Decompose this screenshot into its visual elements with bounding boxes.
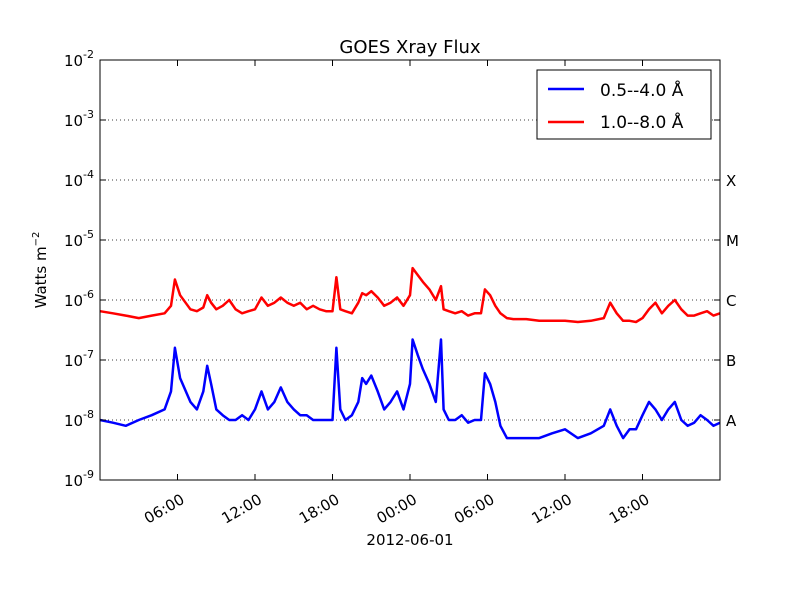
- y-tick-mantissa: 10: [64, 412, 83, 430]
- y-tick-mantissa: 10: [64, 232, 83, 250]
- y-tick-label: 10-6: [64, 288, 94, 310]
- legend: 0.5--4.0 Å 1.0--8.0 Å: [536, 69, 712, 140]
- series-line-1: [99, 338, 721, 440]
- y-tick-label: 10-2: [64, 48, 94, 70]
- y-tick-mantissa: 10: [64, 52, 83, 70]
- y-ticks: 10-910-810-710-610-510-410-310-2: [64, 48, 720, 490]
- legend-box: [536, 69, 712, 140]
- plot-frame: [99, 59, 721, 481]
- x-tick-label: 18:00: [606, 490, 652, 527]
- y-tick-exponent: -8: [83, 408, 94, 421]
- y-tick-mantissa: 10: [64, 292, 83, 310]
- y-tick-exponent: -3: [83, 108, 94, 121]
- y-tick-mantissa: 10: [64, 472, 83, 490]
- y-tick-exponent: -6: [83, 288, 94, 301]
- y-tick-label: 10-7: [64, 348, 94, 370]
- y-tick-label: 10-4: [64, 168, 94, 190]
- y-axis-label-exp: −2: [31, 232, 42, 247]
- flare-class-labels: X M C B A: [726, 172, 739, 430]
- flare-class-label-x: X: [726, 172, 736, 190]
- y-tick-label: 10-5: [64, 228, 94, 250]
- x-tick-label: 12:00: [529, 490, 575, 527]
- x-tick-label: 12:00: [219, 490, 265, 527]
- legend-label-1: 1.0--8.0 Å: [600, 111, 684, 133]
- y-tick-exponent: -2: [83, 48, 94, 61]
- series-line-0: [99, 266, 721, 324]
- flare-class-label-c: C: [726, 292, 736, 310]
- y-tick-label: 10-8: [64, 408, 94, 430]
- legend-label-0: 0.5--4.0 Å: [600, 79, 684, 101]
- flare-class-label-a: A: [726, 412, 737, 430]
- y-tick-mantissa: 10: [64, 172, 83, 190]
- y-tick-exponent: -9: [83, 468, 94, 481]
- x-tick-label: 00:00: [374, 490, 420, 527]
- series-group: [99, 266, 721, 440]
- y-axis-label: Watts m−2: [31, 232, 50, 309]
- y-tick-mantissa: 10: [64, 352, 83, 370]
- y-axis-label-base: Watts m: [32, 246, 50, 308]
- x-tick-label: 18:00: [296, 490, 342, 527]
- flare-class-label-b: B: [726, 352, 736, 370]
- y-tick-exponent: -5: [83, 228, 94, 241]
- x-tick-label: 06:00: [451, 490, 497, 527]
- y-tick-mantissa: 10: [64, 112, 83, 130]
- y-tick-label: 10-3: [64, 108, 94, 130]
- y-tick-exponent: -4: [83, 168, 94, 181]
- x-tick-label: 06:00: [141, 490, 187, 527]
- y-tick-exponent: -7: [83, 348, 94, 361]
- x-axis-label: 2012-06-01: [366, 531, 453, 549]
- y-tick-label: 10-9: [64, 468, 94, 490]
- chart-title: GOES Xray Flux: [339, 37, 481, 58]
- flare-class-label-m: M: [726, 232, 739, 250]
